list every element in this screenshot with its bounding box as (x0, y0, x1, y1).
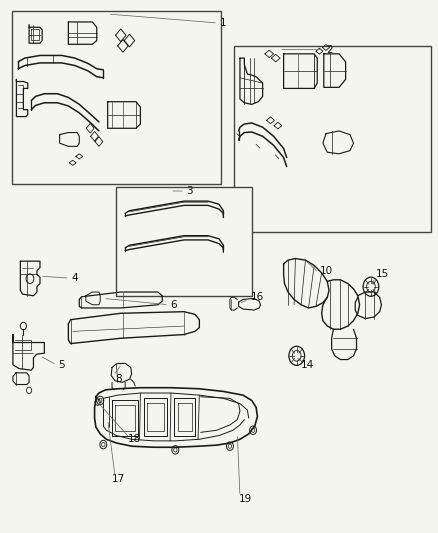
Text: 19: 19 (239, 494, 252, 504)
Text: 15: 15 (376, 270, 389, 279)
Bar (12, 11, 221, 184)
Text: 16: 16 (251, 292, 264, 302)
Text: 6: 6 (170, 300, 177, 310)
Text: 18: 18 (128, 434, 141, 445)
Text: 8: 8 (115, 374, 122, 384)
Text: 2: 2 (326, 45, 332, 54)
Text: 17: 17 (112, 474, 125, 484)
Text: 3: 3 (186, 186, 193, 196)
Text: 10: 10 (320, 266, 333, 276)
Text: 1: 1 (220, 18, 226, 28)
Text: 14: 14 (301, 360, 314, 370)
Text: 5: 5 (58, 360, 65, 370)
Bar (117, 187, 252, 296)
Bar (234, 46, 431, 232)
Text: 4: 4 (71, 273, 78, 283)
